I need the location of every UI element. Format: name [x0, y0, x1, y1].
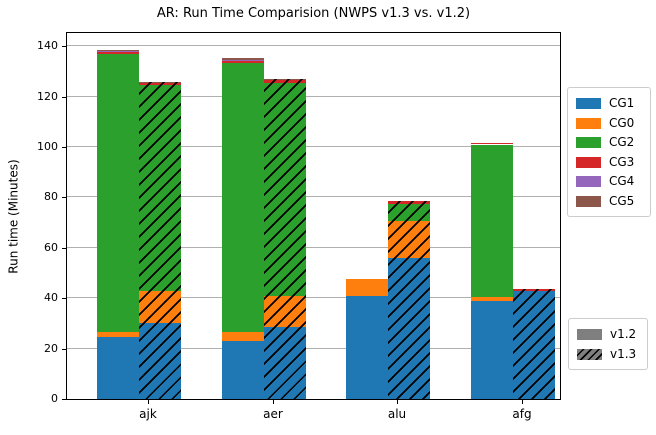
legend-label-CG1: CG1 — [609, 96, 635, 111]
bar-segment-CG4-ajk-v12 — [97, 50, 139, 52]
x-tick-mark — [522, 400, 523, 404]
y-tick-label: 40 — [44, 291, 58, 305]
bar-segment-CG2-afg-v12 — [471, 144, 513, 297]
legend-item-CG3: CG3 — [576, 153, 642, 173]
version-legend: v1.2 v1.3 — [568, 318, 648, 370]
gridline-80 — [67, 196, 560, 198]
series-legend: CG1 CG0 CG2 CG3 CG4 CG5 — [567, 87, 651, 217]
legend-item-v1.2: v1.2 — [577, 325, 639, 345]
bar-segment-CG3-ajk-v12 — [97, 51, 139, 54]
legend-item-v1.3: v1.3 — [577, 345, 639, 365]
legend-swatch-CG5 — [576, 195, 601, 207]
bar-segment-CG2-ajk-v12 — [97, 53, 139, 333]
bar-segment-CG0-afg-v12 — [471, 296, 513, 301]
gridline-40 — [67, 297, 560, 299]
y-tick-mark — [62, 147, 66, 148]
legend-swatch-CG1 — [576, 98, 601, 110]
legend-label-CG0: CG0 — [609, 115, 635, 130]
y-tick-mark — [62, 399, 66, 400]
x-tick-mark — [273, 400, 274, 404]
legend-item-CG5: CG5 — [576, 192, 642, 212]
legend-label-v1.2: v1.2 — [610, 327, 637, 342]
x-tick-label-alu: alu — [387, 407, 407, 421]
chart-title: AR: Run Time Comparision (NWPS v1.3 vs. … — [156, 6, 471, 21]
x-tick-mark — [397, 400, 398, 404]
y-tick-label: 100 — [37, 140, 58, 153]
y-tick-mark — [62, 247, 66, 249]
legend-label-CG2: CG2 — [609, 135, 635, 150]
legend-swatch-CG2 — [576, 137, 601, 149]
bar-segment-CG5-ajk-v12 — [97, 49, 139, 51]
y-tick-label: 140 — [37, 39, 58, 53]
bar-segment-CG3-afg-v12 — [471, 142, 513, 145]
gridline-140 — [67, 45, 560, 47]
legend-label-CG4: CG4 — [609, 174, 635, 189]
legend-item-CG1: CG1 — [576, 94, 642, 114]
bar-segment-CG2-aer-v12 — [222, 62, 264, 333]
legend-swatch-CG4 — [576, 176, 601, 188]
bar-segment-CG0-ajk-v12 — [97, 332, 139, 338]
y-tick-mark — [62, 298, 66, 300]
legend-item-CG0: CG0 — [576, 114, 642, 134]
bar-segment-CG1-afg-v12 — [471, 300, 513, 399]
legend-swatch-v1.3 — [577, 348, 602, 360]
x-tick-label-afg: afg — [512, 407, 532, 421]
y-tick-label: 80 — [44, 190, 58, 204]
legend-swatch-v1.2 — [577, 329, 602, 341]
legend-label-v1.3: v1.3 — [610, 346, 637, 361]
legend-label-CG5: CG5 — [609, 193, 635, 208]
plot-area — [66, 32, 561, 400]
bar-segment-CG0-alu-v12 — [346, 279, 388, 296]
x-tick-label-ajk: ajk — [139, 407, 157, 421]
bar-segment-CG5-aer-v12 — [222, 58, 264, 60]
y-tick-label: 0 — [51, 392, 58, 405]
hatch-pattern-ajk — [139, 81, 181, 399]
hatch-pattern-aer — [264, 79, 306, 399]
legend-swatch-CG3 — [576, 156, 601, 168]
bar-segment-CG1-aer-v12 — [222, 341, 264, 399]
y-tick-label: 20 — [44, 341, 58, 355]
y-tick-mark — [62, 96, 66, 98]
legend-item-CG2: CG2 — [576, 133, 642, 153]
y-tick-mark — [62, 46, 66, 48]
hatch-pattern-afg — [513, 289, 555, 399]
legend-label-CG3: CG3 — [609, 154, 635, 169]
legend-swatch-CG0 — [576, 117, 601, 129]
hatch-pattern-alu — [388, 201, 430, 399]
y-tick-mark — [62, 197, 66, 199]
gridline-120 — [67, 95, 560, 97]
gridline-20 — [67, 347, 560, 349]
x-tick-mark — [148, 400, 149, 404]
y-tick-mark — [62, 348, 66, 350]
legend-item-CG4: CG4 — [576, 172, 642, 192]
bar-segment-CG0-aer-v12 — [222, 332, 264, 342]
x-tick-label-aer: aer — [263, 407, 283, 421]
bar-segment-CG3-aer-v12 — [222, 60, 264, 63]
gridline-100 — [67, 146, 560, 147]
bar-segment-CG1-ajk-v12 — [97, 337, 139, 399]
y-tick-label: 120 — [37, 89, 58, 103]
y-tick-label: 60 — [44, 240, 58, 254]
gridline-60 — [67, 246, 560, 248]
bar-segment-CG4-aer-v12 — [222, 59, 264, 61]
bar-segment-CG1-alu-v12 — [346, 295, 388, 399]
